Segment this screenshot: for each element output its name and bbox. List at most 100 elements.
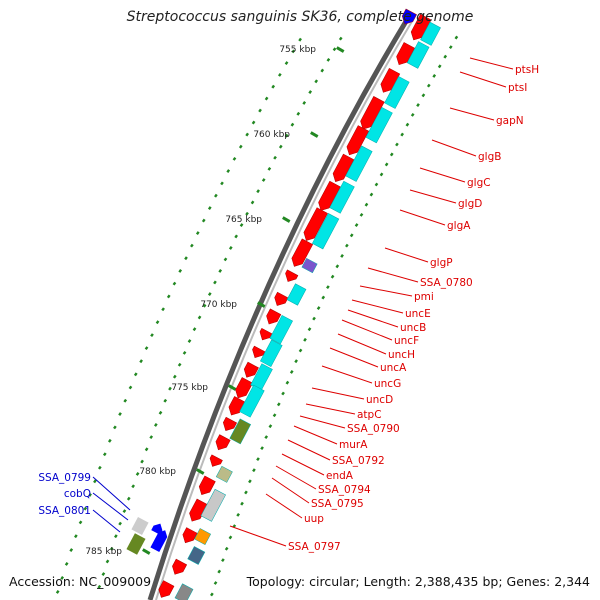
gene-arrow-shape [209, 454, 223, 467]
gene-arrow-shape [189, 498, 208, 522]
gene-leader-line [275, 465, 317, 490]
gene-label: SSA_0795 [311, 498, 364, 510]
outer-dot-tick [251, 120, 256, 125]
gene-leader-line [337, 333, 387, 355]
inner-dot-tick [410, 112, 415, 117]
forward-gene-arrow [266, 308, 282, 325]
gene-leader-line [459, 71, 507, 88]
outer-dot-tick [133, 372, 138, 377]
cds-bar-shape [131, 517, 149, 535]
cds-bar-grey [200, 488, 226, 522]
gene-leader-line [431, 139, 477, 157]
outer-dot-tick [166, 294, 171, 299]
outer-dot-tick [93, 479, 97, 484]
outer-dot-tick [55, 590, 60, 594]
inner-dot-tick [272, 413, 277, 418]
mid-dot-tick [207, 292, 212, 297]
forward-gene-arrow [346, 125, 370, 156]
mid-dot-tick [223, 257, 228, 262]
outer-dot-tick [190, 243, 194, 248]
cds-bar [420, 21, 441, 46]
topology-text: Topology: circular; Length: 2,388,435 bp… [246, 574, 590, 589]
inner-dot-tick [454, 35, 459, 40]
inner-dot-tick [437, 64, 442, 69]
kbp-tick-label: 755 kbp [279, 45, 316, 55]
gene-arrow-shape [285, 269, 299, 282]
mid-dot-tick [197, 315, 202, 320]
forward-gene-arrow [285, 269, 299, 282]
cds-bar [286, 283, 307, 306]
cds-bar-shape [365, 106, 393, 144]
forward-gene-arrow [291, 238, 314, 267]
mid-dot-tick [140, 459, 144, 464]
inner-dot-tick [240, 501, 244, 506]
gene-leader-line [341, 319, 393, 341]
outer-dot-tick [83, 506, 88, 511]
inner-dot-tick [268, 424, 273, 429]
outer-dot-tick [150, 333, 154, 338]
gene-leader-line [92, 492, 129, 521]
forward-gene-arrow [182, 527, 198, 544]
kbp-tick-mark [228, 384, 237, 391]
mid-dot-tick [284, 133, 289, 138]
gene-arrow-shape [291, 238, 314, 267]
mid-dot-tick [149, 435, 154, 440]
gene-arrow-shape [401, 8, 417, 25]
cds-bar-olive [229, 418, 252, 445]
inner-dot-tick [340, 254, 344, 258]
gene-leader-line [351, 299, 404, 314]
gene-leader-line [469, 57, 514, 70]
inner-dot-tick [374, 182, 379, 187]
forward-gene-arrow [252, 345, 266, 359]
cds-bar-shape [384, 76, 410, 109]
outer-dot-tick [201, 218, 206, 223]
gene-arrow-shape [150, 530, 168, 553]
inner-dot-tick [379, 172, 384, 177]
cds-bar [269, 314, 293, 345]
outer-dot-tick [139, 359, 143, 364]
gene-label: uncD [366, 394, 393, 406]
kbp-tick-label: 775 kbp [171, 383, 208, 393]
forward-gene-arrow [396, 42, 415, 65]
kbp-tick-mark [336, 46, 345, 53]
gene-arrow-shape [215, 434, 231, 451]
inner-dot-tick [298, 348, 303, 353]
gene-arrow-shape [235, 377, 254, 399]
outer-dot-tick [258, 108, 262, 113]
inner-dot-tick [443, 54, 448, 59]
outer-dot-tick [64, 562, 69, 566]
forward-gene-arrow [198, 475, 216, 495]
gene-leader-line [399, 209, 446, 226]
mid-dot-tick [114, 534, 118, 539]
gene-label: uncE [405, 308, 431, 320]
inner-dot-tick [294, 359, 298, 364]
gene-arrow-shape [182, 527, 198, 544]
gene-arrow-shape [346, 125, 370, 156]
inner-dot-tick [210, 592, 214, 597]
inner-dot-tick [260, 446, 264, 451]
gene-leader-line [305, 403, 356, 415]
outer-dot-tick [118, 412, 122, 416]
inner-dot-tick [335, 264, 340, 269]
outer-dot-tick [172, 281, 177, 286]
gene-leader-line [347, 309, 399, 328]
backbone-shadow [155, 17, 415, 600]
mid-dot-tick [338, 36, 343, 41]
inner-dot-tick [264, 435, 269, 440]
gene-label: atpC [357, 409, 382, 421]
cds-bar-shape [174, 583, 194, 600]
cds-bar-grey [174, 583, 194, 600]
cds-bar [131, 517, 149, 535]
cds-bar-shape [420, 21, 441, 46]
inner-dot-tick [303, 337, 307, 342]
mid-dot-tick [278, 144, 283, 149]
mid-dot-tick [234, 234, 239, 239]
inner-dot-tick [330, 274, 335, 279]
tick-layer: 755 kbp 760 kbp 765 kbp 770 kbp 775 kbp 780 k… [55, 35, 459, 597]
gene-leader-line [409, 189, 457, 204]
forward-gene-arrow [209, 454, 223, 467]
outer-dot-tick [291, 49, 296, 54]
mid-dot-tick [163, 398, 168, 403]
kbp-tick-mark [282, 216, 291, 223]
